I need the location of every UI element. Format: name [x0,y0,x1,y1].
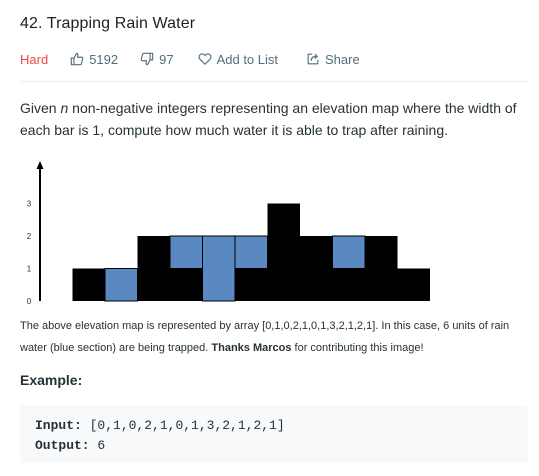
elevation-bar [72,268,105,301]
elevation-map-chart: 0 1 2 3 [27,161,430,306]
like-button[interactable]: 5192 [70,52,118,67]
example-code-block: Input: [0,1,0,2,1,0,1,3,2,1,2,1] Output:… [20,405,528,463]
water-cell [234,235,268,269]
elevation-bar [300,236,333,301]
caption-text-end: for contributing this image! [291,341,424,354]
example-input-line: Input: [0,1,0,2,1,0,1,3,2,1,2,1] [35,416,513,436]
y-tick-label: 1 [27,265,32,274]
elevation-bar [397,268,430,301]
elevation-bar [137,236,170,301]
water-cell [104,268,138,302]
header-divider [20,81,528,82]
water-cell [332,235,366,269]
add-to-list-button[interactable]: Add to List [198,52,278,67]
water-cell [169,235,203,269]
elevation-bar [365,236,398,301]
y-tick-label: 0 [27,297,32,306]
problem-description: Given n non-negative integers representi… [20,98,520,141]
description-variable-n: n [60,100,69,116]
y-axis-arrow [36,161,44,169]
share-icon [307,53,319,65]
y-tick-label: 2 [27,232,32,241]
share-button[interactable]: Share [306,52,360,67]
elevation-bar [267,203,300,301]
y-tick-label: 3 [27,200,32,209]
problem-meta-bar: Hard 5192 97 Add to List Share [20,50,360,68]
description-text-start: Given [20,100,61,116]
difficulty-badge: Hard [20,51,49,67]
like-count: 5192 [89,51,119,67]
water-cell [202,235,236,302]
elevation-bar [332,268,365,301]
dislike-button[interactable]: 97 [140,51,174,67]
problem-title: 42. Trapping Rain Water [20,15,196,32]
caption-text-start: The above elevation map is represented b… [20,320,510,354]
elevation-bar [170,268,203,301]
input-value: [0,1,0,2,1,0,1,3,2,1,2,1] [89,418,285,433]
example-heading: Example: [20,372,83,388]
input-label: Input: [35,418,82,433]
example-output-line: Output: 6 [35,436,513,456]
thumbs-down-icon [140,52,154,66]
thumbs-up-icon [70,52,84,66]
heart-icon [198,53,212,65]
output-value: 6 [97,438,106,453]
dislike-count: 97 [159,51,174,67]
elevation-bar [235,268,268,301]
image-caption: The above elevation map is represented b… [20,316,525,359]
caption-credit: Thanks Marcos [211,341,292,354]
share-label: Share [325,51,360,67]
output-label: Output: [35,438,90,453]
description-text-end: non-negative integers representing an el… [20,100,517,138]
add-to-list-label: Add to List [216,51,279,67]
